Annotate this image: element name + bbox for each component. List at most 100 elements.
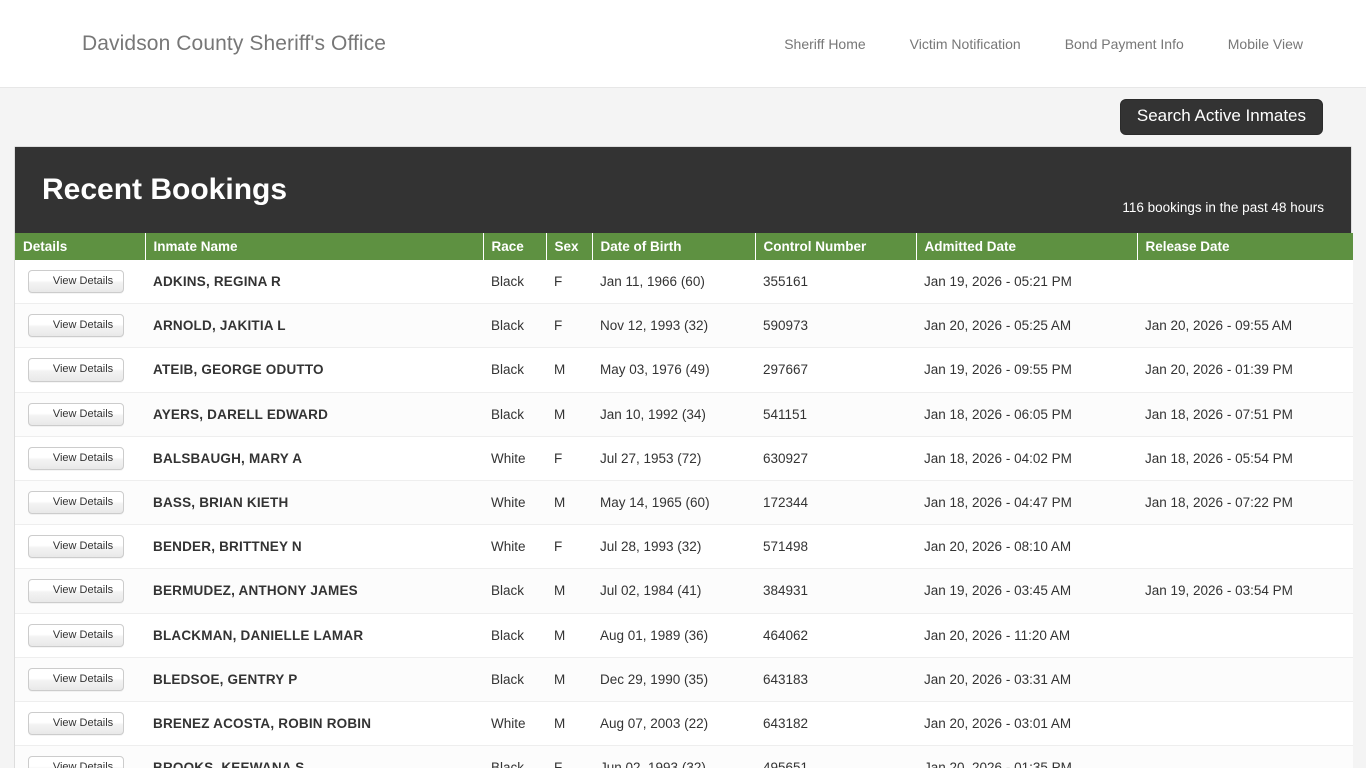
view-details-button[interactable]: View Details (28, 358, 124, 382)
cell-sex: F (546, 303, 592, 349)
cell-details: View Details (15, 303, 145, 349)
cell-sex: F (546, 260, 592, 305)
cell-date-of-birth: May 14, 1965 (60) (592, 480, 755, 526)
col-header-details[interactable]: Details (15, 233, 146, 260)
cell-details: View Details (15, 568, 145, 614)
primary-nav: Sheriff Home Victim Notification Bond Pa… (762, 36, 1303, 52)
bookings-table-head: Details Inmate Name Race Sex Date of Bir… (15, 233, 1353, 260)
col-header-inmate-name[interactable]: Inmate Name (145, 233, 484, 260)
cell-control-number: 590973 (755, 303, 916, 349)
view-details-button[interactable]: View Details (28, 711, 124, 736)
cell-control-number: 495651 (755, 745, 916, 768)
cell-release-date: Jan 18, 2026 - 07:22 PM (1137, 480, 1353, 526)
cell-admitted-date: Jan 19, 2026 - 09:55 PM (916, 347, 1137, 393)
cell-sex: M (546, 613, 592, 658)
cell-inmate-name: BALSBAUGH, MARY A (145, 436, 483, 481)
table-row: View Details BASS, BRIAN KIETH White M May 1… (15, 480, 1353, 526)
search-active-inmates-button[interactable]: Search Active Inmates (1119, 99, 1323, 135)
view-details-button[interactable]: View Details (28, 402, 124, 426)
nav-link-sheriff-home[interactable]: Sheriff Home (784, 35, 866, 52)
cell-release-date: Jan 18, 2026 - 07:51 PM (1137, 392, 1353, 437)
nav-link-bond-payment-info[interactable]: Bond Payment Info (1064, 35, 1184, 52)
cell-admitted-date: Jan 20, 2026 - 03:01 AM (916, 701, 1137, 747)
cell-date-of-birth: May 03, 1976 (49) (592, 347, 755, 393)
cell-admitted-date: Jan 19, 2026 - 05:21 PM (916, 260, 1137, 305)
cell-release-date (1137, 657, 1353, 702)
cell-date-of-birth: Nov 12, 1993 (32) (592, 303, 755, 349)
cell-release-date (1137, 613, 1353, 658)
site-navbar: Davidson County Sheriff's Office Sheriff… (0, 0, 1366, 88)
cell-date-of-birth: Jul 28, 1993 (32) (592, 524, 755, 570)
view-details-button[interactable]: View Details (28, 667, 124, 691)
cell-details: View Details (15, 524, 145, 570)
cell-release-date: Jan 20, 2026 - 09:55 AM (1137, 303, 1353, 349)
view-details-button[interactable]: View Details (28, 314, 124, 338)
cell-control-number: 172344 (755, 480, 916, 526)
cell-details: View Details (15, 745, 145, 768)
table-row: View Details ARNOLD, JAKITIA L Black F Nov 1… (15, 303, 1353, 349)
cell-control-number: 643182 (755, 701, 916, 747)
cell-release-date (1137, 260, 1353, 305)
cell-date-of-birth: Jan 10, 1992 (34) (592, 392, 755, 437)
cell-sex: F (546, 745, 592, 768)
cell-race: Black (483, 260, 546, 305)
panel-header: Recent Bookings 116 bookings in the past… (15, 147, 1351, 233)
cell-inmate-name: BLEDSOE, GENTRY P (145, 657, 483, 702)
cell-release-date: Jan 19, 2026 - 03:54 PM (1137, 568, 1353, 614)
col-header-control-number[interactable]: Control Number (755, 233, 917, 260)
view-details-button[interactable]: View Details (28, 446, 124, 470)
cell-admitted-date: Jan 20, 2026 - 11:20 AM (916, 613, 1137, 658)
cell-details: View Details (15, 436, 145, 481)
cell-race: Black (483, 613, 546, 658)
cell-control-number: 297667 (755, 347, 916, 393)
table-row: View Details ATEIB, GEORGE ODUTTO Black M Ma… (15, 347, 1353, 393)
cell-race: White (483, 524, 546, 570)
cell-inmate-name: AYERS, DARELL EDWARD (145, 392, 483, 437)
col-header-sex[interactable]: Sex (546, 233, 593, 260)
bookings-count-label: 116 bookings in the past 48 hours (1122, 200, 1324, 215)
col-header-race[interactable]: Race (483, 233, 547, 260)
view-details-button[interactable]: View Details (28, 270, 124, 294)
cell-admitted-date: Jan 20, 2026 - 05:25 AM (916, 303, 1137, 349)
cell-admitted-date: Jan 20, 2026 - 01:35 PM (916, 745, 1137, 768)
nav-link-mobile-view[interactable]: Mobile View (1227, 35, 1303, 52)
table-row: View Details BENDER, BRITTNEY N White F Jul … (15, 524, 1353, 570)
cell-control-number: 643183 (755, 657, 916, 702)
cell-date-of-birth: Aug 07, 2003 (22) (592, 701, 755, 747)
nav-link-victim-notification[interactable]: Victim Notification (909, 35, 1021, 52)
cell-control-number: 541151 (755, 392, 916, 437)
cell-date-of-birth: Jul 27, 1953 (72) (592, 436, 755, 481)
cell-race: Black (483, 347, 546, 393)
view-details-button[interactable]: View Details (28, 490, 124, 515)
view-details-button[interactable]: View Details (28, 756, 124, 768)
col-header-admitted-date[interactable]: Admitted Date (916, 233, 1138, 260)
cell-details: View Details (15, 347, 145, 393)
view-details-button[interactable]: View Details (28, 623, 124, 647)
cell-race: Black (483, 568, 546, 614)
cell-release-date: Jan 20, 2026 - 01:39 PM (1137, 347, 1353, 393)
cell-inmate-name: ADKINS, REGINA R (145, 260, 483, 305)
cell-sex: M (546, 701, 592, 747)
table-row: View Details BLACKMAN, DANIELLE LAMAR Blac… (15, 613, 1353, 658)
table-header-row: Details Inmate Name Race Sex Date of Bir… (15, 233, 1353, 260)
recent-bookings-panel: Recent Bookings 116 bookings in the past… (14, 146, 1353, 768)
cell-admitted-date: Jan 19, 2026 - 03:45 AM (916, 568, 1137, 614)
view-details-button[interactable]: View Details (28, 535, 124, 559)
table-row: View Details BERMUDEZ, ANTHONY JAMES Black… (15, 568, 1353, 614)
cell-date-of-birth: Jul 02, 1984 (41) (592, 568, 755, 614)
col-header-date-of-birth[interactable]: Date of Birth (592, 233, 756, 260)
cell-control-number: 355161 (755, 260, 916, 305)
cell-inmate-name: BLACKMAN, DANIELLE LAMAR (145, 613, 483, 658)
table-row: View Details BALSBAUGH, MARY A White F Jul 2… (15, 436, 1353, 481)
cell-inmate-name: BASS, BRIAN KIETH (145, 480, 483, 526)
view-details-button[interactable]: View Details (28, 579, 124, 603)
col-header-release-date[interactable]: Release Date (1137, 233, 1353, 260)
site-brand-title: Davidson County Sheriff's Office (82, 31, 387, 55)
cell-date-of-birth: Jun 02, 1993 (32) (592, 745, 755, 768)
cell-control-number: 464062 (755, 613, 916, 658)
cell-inmate-name: ATEIB, GEORGE ODUTTO (145, 347, 483, 393)
page-content: Search Active Inmates Recent Bookings 11… (0, 88, 1366, 768)
cell-details: View Details (15, 657, 145, 702)
cell-release-date: Jan 18, 2026 - 05:54 PM (1137, 436, 1353, 481)
page-title: Recent Bookings (42, 173, 288, 206)
